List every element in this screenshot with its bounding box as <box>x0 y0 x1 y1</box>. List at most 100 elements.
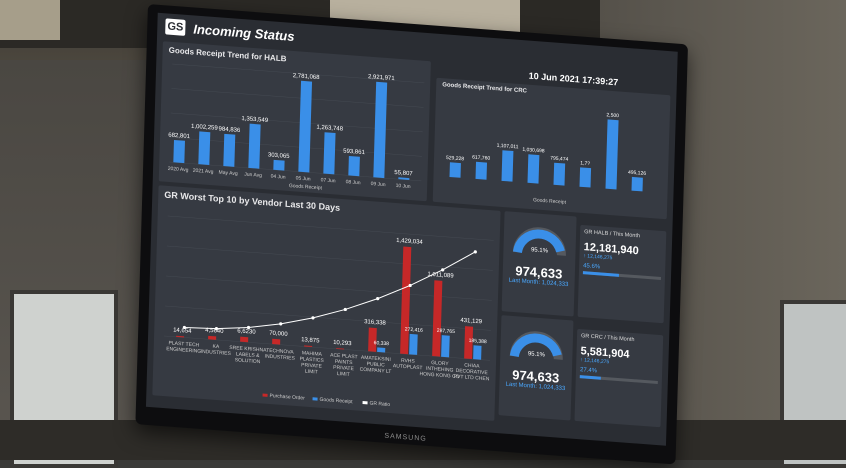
crc-data-label: 795,474 <box>550 155 568 162</box>
vendor-category-label: RVHS <box>401 358 416 365</box>
halb-category-label: 2021 Avg <box>193 168 214 176</box>
halb-bar <box>398 177 410 180</box>
po-bar <box>464 326 474 360</box>
vendor-category-label: LABELS & <box>236 351 260 359</box>
halb-bar <box>348 155 360 177</box>
gr-ratio-point <box>343 307 347 312</box>
vendor-category-label: AMATEKSINI <box>361 355 391 363</box>
vendor-gr-label: 272,416 <box>405 327 423 334</box>
gr-ratio-point <box>408 283 412 288</box>
crc-bar <box>579 167 592 188</box>
vendor-category-label: PUBLIC <box>367 361 386 368</box>
vendor-category-label: CHIAA <box>464 362 480 369</box>
vendor-category-label: PRIVATE <box>301 362 322 370</box>
crc-data-label: 1,7? <box>580 160 590 167</box>
halb-data-label: 2,781,068 <box>293 73 320 81</box>
crc-data-label: 2,500 <box>606 112 619 119</box>
halb-data-label: 1,002,259 <box>191 124 218 132</box>
crc-bar <box>605 119 619 190</box>
vendor-category-label: HONG KONG CO <box>419 371 459 380</box>
gr-ratio-point <box>376 297 380 301</box>
gr-bar <box>409 333 418 355</box>
vendor-top-label: 14,654 <box>173 328 192 335</box>
vendor-top-label: 1,429,034 <box>396 238 423 246</box>
dashboard-screen: GS Incoming Status Goods Receipt Trend f… <box>145 12 678 446</box>
halb-data-label: 2,921,971 <box>368 74 395 82</box>
halb-trend-panel: Goods Receipt Trend for HALB 682,801 2020… <box>158 41 431 202</box>
vendor-category-label: AUTOPLAST <box>393 363 423 371</box>
halb-bar <box>223 133 236 167</box>
crc-legend: Goods Receipt <box>533 197 567 206</box>
gr-bar <box>377 347 386 353</box>
card-title: GR CRC / This Month <box>580 333 635 344</box>
vendor-category-label: GLORY <box>431 360 449 367</box>
vendor-gr-label: 287,765 <box>437 328 455 335</box>
tv-monitor: GS Incoming Status Goods Receipt Trend f… <box>135 4 688 465</box>
halb-chart: 682,801 2020 Avg 1,002,259 2021 Avg 984,836 M… <box>168 63 425 192</box>
crc-bar <box>631 176 643 192</box>
vendor-category-label: MAHIMA <box>302 350 323 358</box>
legend-swatch <box>312 397 318 401</box>
vendor-category-label: PVT LTD CHEN <box>454 374 490 383</box>
vendor-category-label: SREE KRISHNA <box>229 345 267 354</box>
vendor-category-label: TECHNOVA <box>266 348 294 356</box>
halb-legend: Goods Receipt <box>289 183 323 192</box>
vendor-top-label: 6,6230 <box>237 328 256 335</box>
crc-data-label: 1,030,698 <box>522 147 545 155</box>
halb-data-label: 55,807 <box>394 170 413 177</box>
po-bar <box>368 327 377 352</box>
gridline <box>172 63 425 84</box>
gr-bar <box>441 335 450 358</box>
halb-data-label: 984,836 <box>218 126 240 134</box>
gridline <box>164 305 492 331</box>
vendor-top-label: 4,5640 <box>205 328 224 335</box>
crc-bar <box>553 162 566 186</box>
vendor-category-label: PLASTICS <box>300 356 325 364</box>
card-title: GR HALB / This Month <box>584 229 641 240</box>
halb-bar <box>373 81 388 179</box>
halb-category-label: Jun Avg <box>244 172 262 179</box>
gridline <box>165 275 492 301</box>
dashboard-title: Incoming Status <box>193 20 295 44</box>
po-bar <box>304 345 313 348</box>
gauge-percent: 95.1% <box>528 351 546 358</box>
gr-ratio-point <box>246 325 251 330</box>
halb-bar <box>173 139 185 164</box>
crc-month-card: GR CRC / This Month 5,581,904 ↑ 12,146,2… <box>574 328 664 428</box>
halb-category-label: May Avg <box>218 170 237 177</box>
po-bar <box>176 335 185 338</box>
crc-data-label: 1,107,011 <box>497 143 519 151</box>
halb-category-label: 05 Jun <box>296 175 311 182</box>
crc-bar <box>475 161 488 180</box>
gridline <box>166 245 493 271</box>
kpi-halb-gauge: 95.1% 974,633 Last Month: 1,024,333 <box>501 211 577 317</box>
halb-category-label: 04 Jun <box>271 174 286 181</box>
vendor-category-label: INDUSTRIES <box>201 349 232 357</box>
vendor-legend-label: Purchase Order <box>269 393 305 402</box>
vendor-top-label: 1,011,089 <box>427 272 454 280</box>
halb-data-label: 682,801 <box>168 133 190 141</box>
vendor-top-label: 13,875 <box>301 337 320 344</box>
vendor-category-label: INDUSTRIES <box>265 354 296 362</box>
halb-category-label: 09 Jun <box>371 181 386 188</box>
vendor-panel: GR Worst Top 10 by Vendor Last 30 Days 1… <box>152 185 501 421</box>
vendor-category-label: ACE PLAST <box>330 352 358 360</box>
halb-month-card: GR HALB / This Month 12,181,940 ↑ 12,146… <box>577 224 667 324</box>
crc-bar <box>501 150 514 182</box>
gr-ratio-point <box>441 268 445 272</box>
left-pillar <box>0 0 60 40</box>
crc-data-label: 617,760 <box>472 154 490 161</box>
legend-swatch <box>362 400 368 405</box>
po-bar <box>400 246 412 355</box>
vendor-category-label: PLAST TECH <box>168 340 199 348</box>
gr-ratio-point <box>279 322 283 326</box>
vendor-category-label: KA <box>212 344 220 351</box>
halb-bar <box>273 159 285 171</box>
halb-data-label: 303,065 <box>268 152 290 160</box>
gauge-icon: 95.1% <box>509 331 563 360</box>
halb-data-label: 1,353,549 <box>241 116 268 124</box>
halb-data-label: 1,263,748 <box>316 125 343 133</box>
po-bar <box>208 335 217 340</box>
vendor-gr-label: 185,388 <box>469 338 487 345</box>
